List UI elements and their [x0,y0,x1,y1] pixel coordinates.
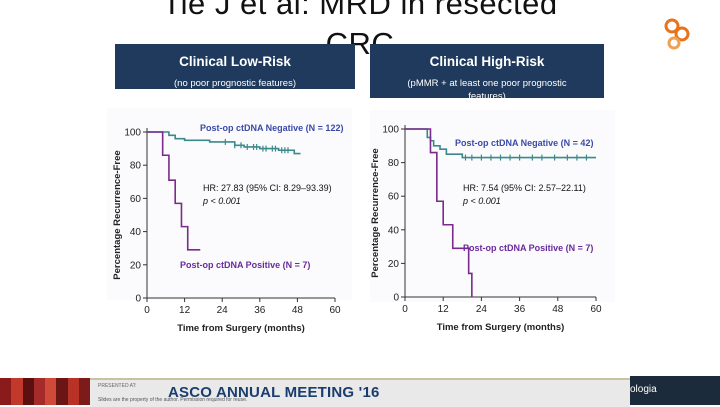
x-axis-label: Time from Surgery (months) [437,322,565,333]
x-tick-label: 36 [514,304,526,315]
plot-background [107,108,352,300]
plot-background [370,110,615,302]
panel-high-risk: Clinical High-Risk (pMMR + at least one … [370,44,604,102]
x-tick-label: 60 [590,304,602,315]
y-tick-label: 0 [135,294,141,305]
x-tick-label: 48 [552,304,564,315]
y-axis-label: Percentage Recurrence-Free [370,148,381,277]
org-bar: ologia [630,376,720,405]
x-tick-label: 24 [217,305,229,316]
footer-stripes [0,378,90,405]
km-curve-positive [147,131,201,251]
y-tick-label: 100 [124,128,141,139]
panel-high-risk-subtitle: (pMMR + at least one poor prognostic fea… [407,78,567,102]
series-label-negative: Post-op ctDNA Negative (N = 42) [455,138,593,148]
y-tick-label: 60 [388,192,400,203]
y-tick-label: 40 [130,227,142,238]
km-curve-negative [405,128,596,159]
y-tick-label: 40 [388,225,400,236]
km-curve-positive [405,128,473,297]
y-tick-label: 20 [130,260,142,271]
x-tick-label: 0 [144,305,150,316]
y-tick-label: 80 [130,161,142,172]
y-tick-label: 20 [388,259,400,270]
hazard-ratio-text: HR: 7.54 (95% CI: 2.57–22.11) [463,183,586,193]
x-axis-label: Time from Surgery (months) [177,323,305,334]
hazard-ratio-text: HR: 27.83 (95% CI: 8.29–93.39) [203,183,332,193]
x-tick-label: 12 [438,304,450,315]
panel-low-risk-subtitle: (no poor prognostic features) [174,78,296,89]
x-tick-label: 48 [292,305,304,316]
y-tick-label: 60 [130,194,142,205]
y-tick-label: 80 [388,158,400,169]
x-tick-label: 24 [476,304,488,315]
org-text: ologia [630,384,657,395]
series-label-positive: Post-op ctDNA Positive (N = 7) [180,260,310,270]
y-tick-label: 100 [382,125,399,136]
asco-meeting-title: ASCO ANNUAL MEETING '16 [168,384,380,401]
asco-banner: PRESENTED AT: ASCO ANNUAL MEETING '16 Sl… [90,378,630,407]
x-tick-label: 60 [329,305,341,316]
logo-icon [664,18,690,50]
p-value-text: p < 0.001 [202,196,241,206]
slide-note: Slides are the property of the author. P… [98,397,248,403]
panel-high-risk-heading: Clinical High-Risk [429,54,545,69]
y-axis-label: Percentage Recurrence-Free [112,150,123,279]
p-value-text: p < 0.001 [462,196,501,206]
x-tick-label: 12 [179,305,191,316]
panel-low-risk-heading: Clinical Low-Risk [179,54,291,69]
title-line-1: Tie J et al: MRD in resected [162,0,558,21]
presented-at-label: PRESENTED AT: [98,383,137,389]
x-tick-label: 0 [402,304,408,315]
panel-low-risk: Clinical Low-Risk (no poor prognostic fe… [115,44,355,89]
footer: PRESENTED AT: ASCO ANNUAL MEETING '16 Sl… [0,372,720,407]
series-label-negative: Post-op ctDNA Negative (N = 122) [200,123,343,133]
series-label-positive: Post-op ctDNA Positive (N = 7) [463,243,593,253]
x-tick-label: 36 [254,305,266,316]
y-tick-label: 0 [393,293,399,304]
